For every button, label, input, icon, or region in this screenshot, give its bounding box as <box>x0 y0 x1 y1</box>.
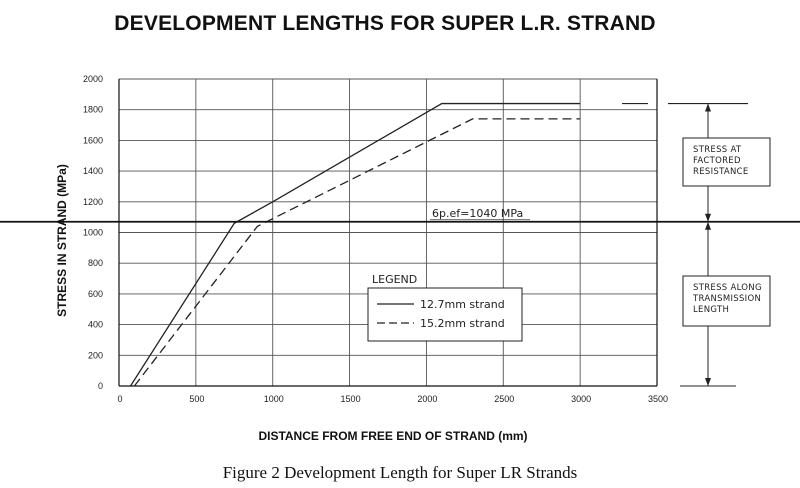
y-tick-label: 1000 <box>83 228 103 238</box>
arrow-head <box>705 378 711 386</box>
y-tick-label: 400 <box>88 320 103 330</box>
legend-label-2: 15.2mm strand <box>420 317 505 330</box>
x-tick-label: 1000 <box>264 394 284 404</box>
x-tick-label: 2500 <box>494 394 514 404</box>
annotation-line: STRESS AT <box>693 145 742 155</box>
legend-label-1: 12.7mm strand <box>420 298 505 311</box>
legend-title: LEGEND <box>372 273 417 286</box>
x-tick-label: 3500 <box>648 394 668 404</box>
arrow-head <box>705 213 711 222</box>
legend-box <box>367 287 523 342</box>
series-line-1 <box>129 102 581 387</box>
series-line-2 <box>133 118 581 387</box>
y-tick-label: 1200 <box>83 197 103 207</box>
annotation-line: RESISTANCE <box>693 167 749 177</box>
y-tick-label: 800 <box>88 258 103 268</box>
axes <box>118 79 658 387</box>
x-tick-label: 1500 <box>341 394 361 404</box>
annotation-line: TRANSMISSION <box>692 294 761 304</box>
annotation-line: FACTORED <box>693 156 741 166</box>
y-tick-label: 1800 <box>83 105 103 115</box>
series-lines <box>129 102 648 387</box>
x-tick-label: 0 <box>117 394 122 404</box>
y-tick-label: 1400 <box>83 166 103 176</box>
tick-labels: 0 200 400 600 800 1000 1200 1400 1600 1800 2000 0 50… <box>83 74 668 404</box>
y-tick-label: 2000 <box>83 74 103 84</box>
chart-title: DEVELOPMENT LENGTHS FOR SUPER L.R. STRAN… <box>114 12 656 35</box>
annotation-box-2 <box>682 275 771 327</box>
arrow-head <box>705 221 711 230</box>
y-tick-label: 200 <box>88 350 103 360</box>
axis-labels: DISTANCE FROM FREE END OF STRAND (mm) STR… <box>55 164 528 443</box>
reference-line-label: 6p.ef=1040 MPa <box>432 207 523 220</box>
figure-caption: Figure 2 Development Length for Super LR… <box>222 463 578 482</box>
y-tick-label: 1600 <box>83 135 103 145</box>
y-tick-label: 600 <box>88 289 103 299</box>
annotation-line: LENGTH <box>693 305 729 315</box>
y-axis-label: STRESS IN STRAND (MPa) <box>55 164 69 317</box>
x-tick-label: 3000 <box>571 394 591 404</box>
annotation-line: STRESS ALONG <box>693 283 762 293</box>
arrow-head <box>705 103 711 112</box>
x-tick-label: 2000 <box>417 394 437 404</box>
y-tick-label: 0 <box>98 381 103 391</box>
reference-line: 6p.ef=1040 MPa <box>0 207 800 223</box>
x-tick-label: 500 <box>189 394 204 404</box>
annotation-box-1 <box>682 137 771 187</box>
x-axis-label: DISTANCE FROM FREE END OF STRAND (mm) <box>258 429 527 443</box>
